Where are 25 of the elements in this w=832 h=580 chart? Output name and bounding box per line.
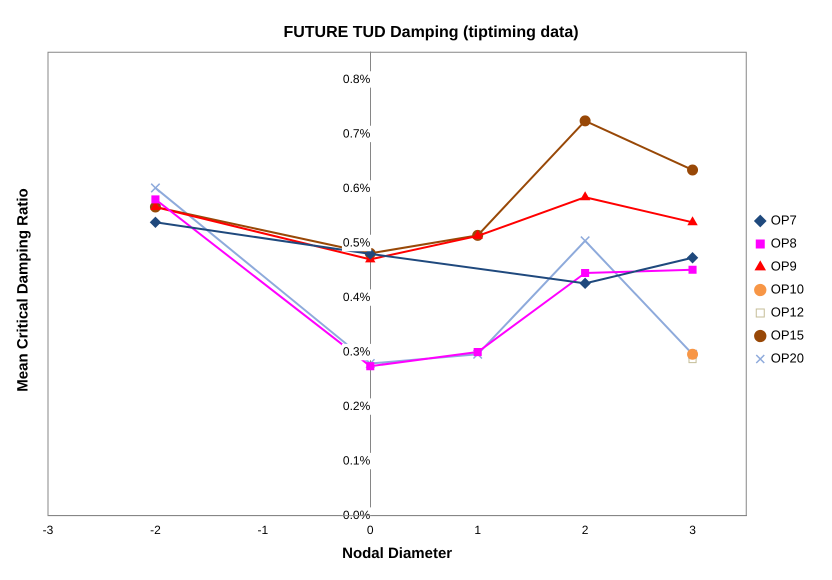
legend-label: OP9 (770, 258, 797, 274)
x-tick-label: -3 (42, 523, 54, 538)
y-tick-label: 0.7% (342, 126, 371, 140)
y-tick-label: 0.6% (342, 180, 371, 195)
x-tick-label: -2 (150, 523, 162, 538)
x-tick-label: 2 (582, 523, 589, 538)
x-axis-title: Nodal Diameter (342, 545, 452, 562)
y-tick-label: 0.5% (342, 235, 371, 250)
y-tick-label: 0.1% (342, 453, 371, 468)
x-tick-label: -1 (258, 523, 269, 538)
y-tick-label: 0.4% (342, 290, 371, 304)
y-axis-title: Mean Critical Damping Ratio (14, 188, 32, 392)
y-tick-label: 0.3% (342, 344, 371, 358)
legend-label: OP20 (770, 350, 804, 366)
legend-label: OP10 (770, 282, 804, 297)
legend-label: OP12 (770, 304, 804, 320)
x-tick-label: 0 (366, 523, 374, 538)
legend-label: OP7 (770, 212, 797, 228)
legend-label: OP15 (770, 328, 804, 343)
y-tick-label: 0.2% (342, 398, 371, 413)
legend-label: OP8 (770, 236, 797, 251)
x-tick-label: 3 (689, 523, 696, 538)
y-tick-label: 0.8% (342, 72, 371, 86)
x-tick-label: 1 (474, 523, 482, 538)
chart-title: FUTURE TUD Damping (tiptiming data) (283, 24, 579, 42)
